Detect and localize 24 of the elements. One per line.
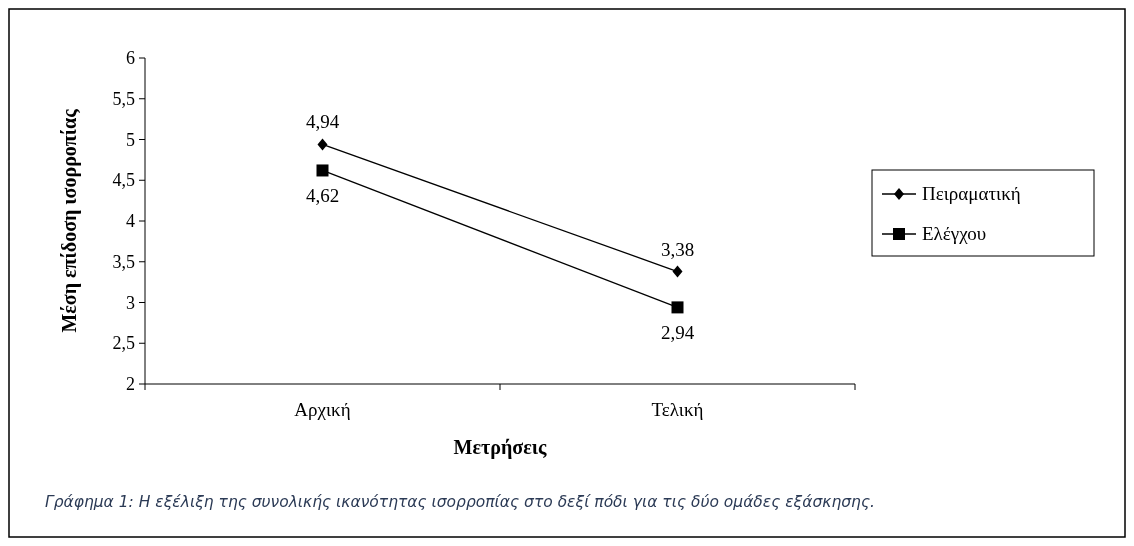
y-tick-label: 4 (126, 211, 135, 231)
y-tick-label: 2,5 (112, 333, 135, 354)
y-axis-title: Μέση επίδοση ισορροπίας (58, 108, 81, 333)
y-tick-label: 5,5 (112, 88, 135, 109)
data-label: 2,94 (660, 322, 695, 344)
y-tick-label: 2 (126, 374, 135, 394)
data-label: 4,94 (305, 111, 340, 133)
y-tick-label: 6 (126, 48, 135, 68)
legend-label: Πειραματική (922, 183, 1021, 204)
data-label: 3,38 (660, 238, 695, 260)
x-tick-label: Τελική (651, 399, 704, 420)
legend-label: Ελέγχου (922, 223, 987, 244)
y-tick-label: 4,5 (112, 170, 135, 191)
y-tick-label: 3 (126, 292, 135, 313)
point (672, 265, 683, 278)
point (316, 164, 329, 177)
point (317, 138, 328, 151)
data-label: 4,62 (305, 185, 340, 207)
x-tick-label: Αρχική (294, 399, 351, 420)
point (671, 301, 684, 314)
text: Γράφημα 1: Η εξέλιξη της συνολικής ικανότητας ισορροπίας στο δεξί πόδι για τις δύο ομάδες εξάσκησης. (45, 493, 875, 511)
x-axis-title: Μετρήσεις (453, 436, 547, 459)
y-tick-label: 5 (126, 129, 135, 150)
y-tick-label: 3,5 (112, 251, 135, 272)
